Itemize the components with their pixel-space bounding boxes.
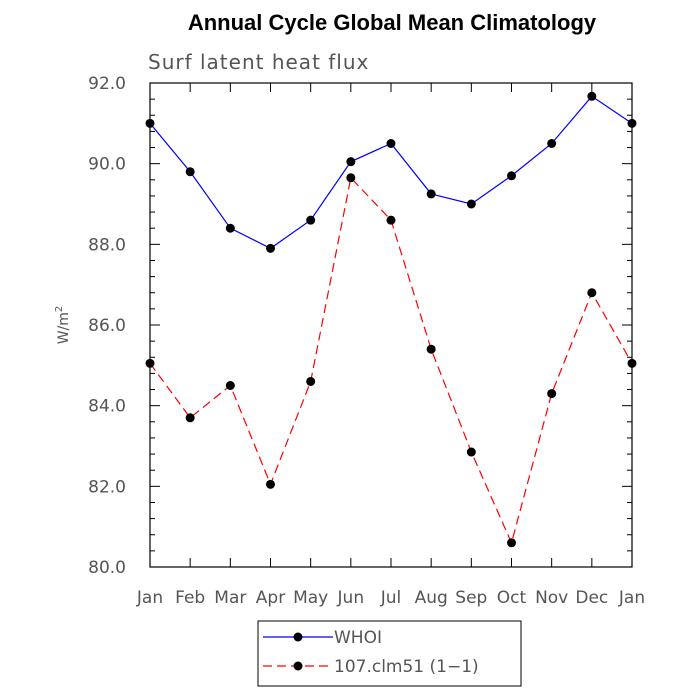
chart-subtitle: Surf latent heat flux bbox=[148, 50, 369, 74]
legend-box bbox=[257, 620, 522, 687]
x-tick-label: Nov bbox=[535, 588, 568, 608]
chart-title: Annual Cycle Global Mean Climatology bbox=[188, 10, 597, 35]
data-point bbox=[627, 118, 637, 128]
y-tick-label: 86.0 bbox=[88, 316, 126, 336]
data-point bbox=[627, 358, 637, 368]
data-point bbox=[306, 215, 316, 225]
legend-label-clm51: 107.clm51 (1−1) bbox=[334, 657, 479, 677]
data-point bbox=[145, 118, 155, 128]
data-point bbox=[587, 288, 597, 298]
data-point bbox=[547, 389, 557, 399]
data-point bbox=[547, 139, 557, 148]
legend: WHOI 107.clm51 (1−1) bbox=[257, 620, 522, 687]
y-tick-label: 84.0 bbox=[88, 397, 126, 417]
y-tick-label: 92.0 bbox=[88, 74, 126, 94]
data-point bbox=[346, 173, 356, 183]
axis-ticks bbox=[149, 82, 633, 568]
legend-label-whoi: WHOI bbox=[334, 628, 382, 648]
x-tick-label: Aug bbox=[415, 588, 448, 608]
y-tick-label: 80.0 bbox=[88, 558, 126, 578]
x-tick-label: Feb bbox=[175, 588, 205, 608]
y-tick-label: 90.0 bbox=[88, 155, 126, 175]
legend-marker-clm51 bbox=[293, 661, 303, 671]
y-tick-label: 82.0 bbox=[88, 477, 126, 497]
y-tick-label: 88.0 bbox=[88, 235, 126, 255]
x-tick-label: Dec bbox=[575, 588, 608, 608]
data-point bbox=[386, 215, 396, 225]
data-point bbox=[185, 167, 195, 177]
plot-frame bbox=[149, 82, 633, 568]
x-tick-label: Mar bbox=[214, 588, 246, 608]
data-point bbox=[426, 344, 436, 354]
data-point bbox=[507, 538, 516, 548]
x-tick-label: Jan bbox=[136, 588, 163, 608]
data-point bbox=[426, 189, 436, 199]
data-point bbox=[306, 376, 316, 386]
x-tick-label: Apr bbox=[256, 588, 285, 608]
data-point bbox=[466, 447, 476, 457]
x-tick-label: Sep bbox=[455, 588, 487, 608]
data-point bbox=[507, 171, 516, 181]
data-point bbox=[266, 479, 275, 489]
x-tick-label: Oct bbox=[497, 588, 527, 608]
data-point bbox=[386, 139, 396, 148]
data-point bbox=[225, 223, 235, 233]
y-axis-label-unit: W/m bbox=[56, 312, 72, 344]
x-tick-label: May bbox=[293, 588, 328, 608]
data-point bbox=[587, 91, 597, 101]
data-point bbox=[266, 243, 275, 253]
x-tick-label: Jun bbox=[337, 588, 365, 608]
data-point bbox=[466, 199, 476, 209]
data-point bbox=[145, 358, 155, 368]
x-axis-labels: Jan Feb Mar Apr May Jun Jul Aug Sep Oct Nov Dec Jan bbox=[136, 588, 645, 608]
y-axis-label: W/m2 bbox=[54, 306, 72, 345]
y-axis-label-superscript: 2 bbox=[54, 306, 65, 312]
series-line-0 bbox=[149, 95, 633, 250]
data-point bbox=[346, 157, 356, 167]
x-tick-label: Jan bbox=[618, 588, 645, 608]
legend-marker-whoi bbox=[293, 632, 303, 642]
y-axis-labels: 80.0 82.0 84.0 86.0 88.0 90.0 92.0 bbox=[88, 74, 126, 578]
series-group bbox=[145, 91, 637, 548]
data-point bbox=[185, 413, 195, 423]
x-tick-label: Jul bbox=[380, 588, 402, 608]
series-line-1 bbox=[149, 176, 633, 545]
data-point bbox=[225, 381, 235, 390]
plot-area bbox=[149, 82, 633, 568]
